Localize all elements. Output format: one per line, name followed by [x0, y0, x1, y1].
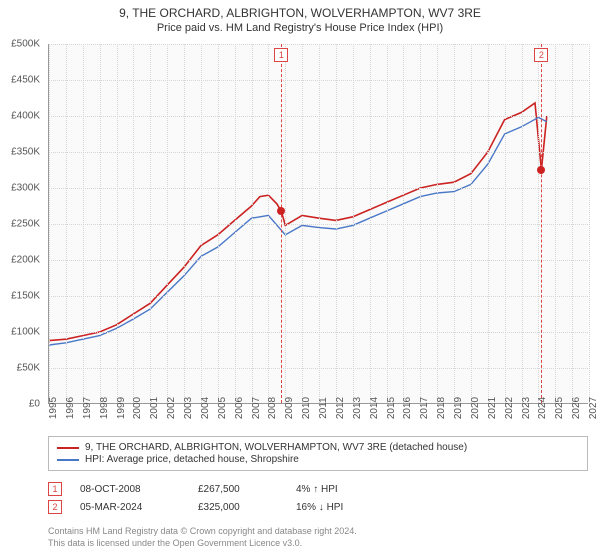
x-tick-label: 2020	[470, 397, 481, 419]
x-tick-label: 2003	[183, 397, 194, 419]
x-tick-label: 2017	[419, 397, 430, 419]
y-tick-label: £0	[0, 399, 44, 410]
event-row: 2 05-MAR-2024 £325,000 16% ↓ HPI	[48, 500, 588, 514]
legend-item: 9, THE ORCHARD, ALBRIGHTON, WOLVERHAMPTO…	[57, 442, 579, 453]
x-tick-label: 2009	[284, 397, 295, 419]
x-tick-label: 2013	[352, 397, 363, 419]
y-tick-label: £50K	[0, 363, 44, 374]
event-row: 1 08-OCT-2008 £267,500 4% ↑ HPI	[48, 482, 588, 496]
chart-container: 9, THE ORCHARD, ALBRIGHTON, WOLVERHAMPTO…	[0, 0, 600, 560]
x-tick-label: 1996	[65, 397, 76, 419]
series-line-property	[49, 103, 547, 341]
x-tick-label: 1999	[116, 397, 127, 419]
sale-marker-box: 1	[274, 48, 288, 62]
event-date: 08-OCT-2008	[80, 484, 180, 495]
x-tick-label: 2011	[318, 397, 329, 419]
footer-line: This data is licensed under the Open Gov…	[48, 538, 588, 550]
x-tick-label: 2006	[234, 397, 245, 419]
x-tick-label: 2022	[504, 397, 515, 419]
x-tick-label: 2023	[521, 397, 532, 419]
x-tick-label: 2005	[217, 397, 228, 419]
sale-marker-line	[541, 44, 542, 403]
x-tick-label: 2010	[301, 397, 312, 419]
x-tick-label: 2018	[436, 397, 447, 419]
event-price: £267,500	[198, 484, 278, 495]
sale-marker-box: 2	[534, 48, 548, 62]
sale-dot-icon	[277, 207, 285, 215]
y-tick-label: £500K	[0, 39, 44, 50]
chart-subtitle: Price paid vs. HM Land Registry's House …	[0, 22, 600, 34]
legend-swatch	[57, 447, 79, 449]
chart-title: 9, THE ORCHARD, ALBRIGHTON, WOLVERHAMPTO…	[0, 6, 600, 20]
event-date: 05-MAR-2024	[80, 502, 180, 513]
events-table: 1 08-OCT-2008 £267,500 4% ↑ HPI 2 05-MAR…	[48, 478, 588, 518]
x-tick-label: 2025	[554, 397, 565, 419]
y-tick-label: £200K	[0, 255, 44, 266]
x-tick-label: 1998	[99, 397, 110, 419]
x-tick-label: 1997	[82, 397, 93, 419]
title-block: 9, THE ORCHARD, ALBRIGHTON, WOLVERHAMPTO…	[0, 0, 600, 36]
event-delta: 16% ↓ HPI	[296, 502, 386, 513]
x-tick-label: 2016	[402, 397, 413, 419]
x-tick-label: 2015	[386, 397, 397, 419]
y-tick-label: £350K	[0, 147, 44, 158]
sale-marker-line	[281, 44, 282, 403]
y-tick-label: £450K	[0, 75, 44, 86]
x-tick-label: 2002	[166, 397, 177, 419]
y-tick-label: £400K	[0, 111, 44, 122]
x-tick-label: 2001	[149, 397, 160, 419]
footer-attribution: Contains HM Land Registry data © Crown c…	[48, 526, 588, 549]
x-tick-label: 1995	[48, 397, 59, 419]
event-delta: 4% ↑ HPI	[296, 484, 386, 495]
x-tick-label: 2024	[537, 397, 548, 419]
y-tick-label: £100K	[0, 327, 44, 338]
event-price: £325,000	[198, 502, 278, 513]
x-tick-label: 2026	[571, 397, 582, 419]
legend-swatch	[57, 459, 79, 461]
x-tick-label: 2021	[487, 397, 498, 419]
x-tick-label: 2004	[200, 397, 211, 419]
legend-label: HPI: Average price, detached house, Shro…	[85, 454, 299, 465]
plot-area: 12	[48, 44, 588, 404]
footer-line: Contains HM Land Registry data © Crown c…	[48, 526, 588, 538]
sale-dot-icon	[537, 166, 545, 174]
y-tick-label: £300K	[0, 183, 44, 194]
y-tick-label: £250K	[0, 219, 44, 230]
legend-box: 9, THE ORCHARD, ALBRIGHTON, WOLVERHAMPTO…	[48, 436, 588, 471]
legend-item: HPI: Average price, detached house, Shro…	[57, 454, 579, 465]
x-tick-label: 2007	[251, 397, 262, 419]
y-tick-label: £150K	[0, 291, 44, 302]
x-tick-label: 2014	[369, 397, 380, 419]
x-tick-label: 2019	[453, 397, 464, 419]
legend-label: 9, THE ORCHARD, ALBRIGHTON, WOLVERHAMPTO…	[85, 442, 467, 453]
x-tick-label: 2000	[132, 397, 143, 419]
x-tick-label: 2008	[267, 397, 278, 419]
event-marker-icon: 2	[48, 500, 62, 514]
event-marker-icon: 1	[48, 482, 62, 496]
x-tick-label: 2027	[588, 397, 599, 419]
x-tick-label: 2012	[335, 397, 346, 419]
